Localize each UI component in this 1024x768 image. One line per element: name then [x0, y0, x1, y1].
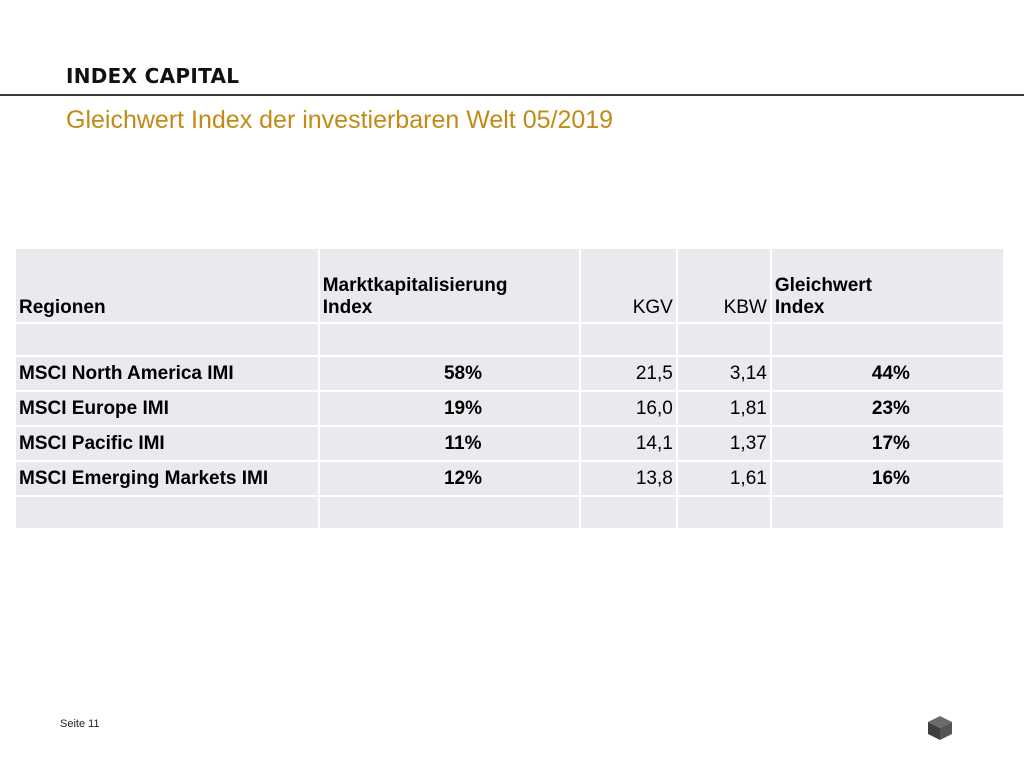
cell-mkt: 19% — [319, 392, 580, 425]
table-spacer-row — [16, 497, 1003, 528]
page-number: Seite 11 — [60, 718, 100, 730]
cell-kgv: 13,8 — [581, 462, 676, 495]
header-gw-line1: Gleichwert — [774, 275, 872, 296]
cell-region: MSCI North America IMI — [16, 357, 318, 390]
cell-mkt: 58% — [319, 357, 580, 390]
cell-kbw: 3,14 — [677, 357, 770, 390]
header-divider — [0, 94, 1024, 96]
cell-gw: 23% — [771, 392, 1003, 425]
header-regionen: Regionen — [16, 249, 318, 322]
header-gw-line2: Index — [774, 297, 825, 318]
cell-gw-value: 16% — [871, 467, 910, 489]
brand-title: INDEX CAPITAL — [66, 64, 240, 88]
cell-mkt: 11% — [319, 427, 580, 460]
cell-kgv: 21,5 — [581, 357, 676, 390]
header-kbw: KBW — [677, 249, 770, 322]
data-table: Regionen Marktkapitalisierung Index KGV … — [14, 247, 1005, 530]
slide-subtitle: Gleichwert Index der investierbaren Welt… — [66, 106, 614, 134]
cell-kbw: 1,81 — [677, 392, 770, 425]
cell-gw: 44% — [771, 357, 1003, 390]
cell-kgv: 16,0 — [581, 392, 676, 425]
cell-region: MSCI Pacific IMI — [16, 427, 318, 460]
table-row: MSCI North America IMI 58% 21,5 3,14 44% — [16, 357, 1003, 390]
cell-gw-value: 17% — [871, 432, 910, 454]
header-kgv: KGV — [581, 249, 676, 322]
cell-region: MSCI Europe IMI — [16, 392, 318, 425]
cell-kbw: 1,37 — [677, 427, 770, 460]
cell-region: MSCI Emerging Markets IMI — [16, 462, 318, 495]
cube-icon — [928, 716, 952, 740]
header-gleichwert: Gleichwert Index — [771, 249, 1003, 322]
cell-gw-value: 44% — [871, 362, 910, 384]
header-mkt-line1: Marktkapitalisierung — [322, 275, 508, 296]
header-marktkapitalisierung: Marktkapitalisierung Index — [319, 249, 580, 322]
cell-gw: 16% — [771, 462, 1003, 495]
table-row: MSCI Pacific IMI 11% 14,1 1,37 17% — [16, 427, 1003, 460]
cell-gw: 17% — [771, 427, 1003, 460]
cell-mkt: 12% — [319, 462, 580, 495]
cell-kgv: 14,1 — [581, 427, 676, 460]
cell-gw-value: 23% — [871, 397, 910, 419]
table-header-row: Regionen Marktkapitalisierung Index KGV … — [16, 249, 1003, 322]
cell-kbw: 1,61 — [677, 462, 770, 495]
table-row: MSCI Europe IMI 19% 16,0 1,81 23% — [16, 392, 1003, 425]
header-mkt-line2: Index — [322, 297, 373, 318]
table-spacer-row — [16, 324, 1003, 355]
table-row: MSCI Emerging Markets IMI 12% 13,8 1,61 … — [16, 462, 1003, 495]
